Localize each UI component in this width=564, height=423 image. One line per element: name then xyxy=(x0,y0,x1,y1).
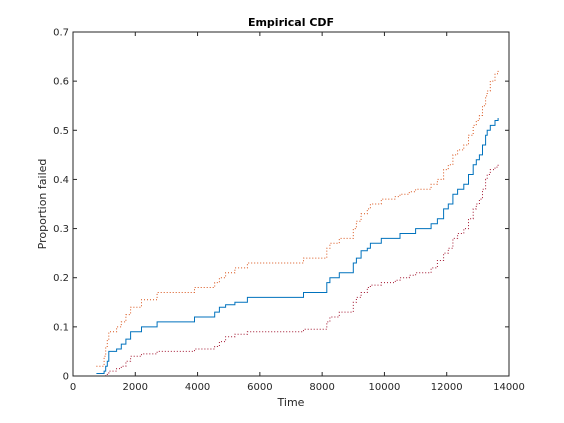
x-tick-label: 8000 xyxy=(309,382,334,393)
x-tick-label: 10000 xyxy=(369,382,401,393)
axis-ticks: 0 2000 4000 6000 8000 10000 12000 14000 0 0.1 0.2 0… xyxy=(53,28,525,394)
y-tick-label: 0.2 xyxy=(53,273,69,284)
y-tick-label: 0.5 xyxy=(53,126,69,137)
y-axis-label: Proportion failed xyxy=(36,159,49,250)
x-tick-label: 4000 xyxy=(185,382,210,393)
y-tick-label: 0.1 xyxy=(53,322,69,333)
y-tick-label: 0.7 xyxy=(53,28,69,39)
x-tick-label: 0 xyxy=(70,382,76,393)
x-tick-label: 14000 xyxy=(493,382,525,393)
chart-title: Empirical CDF xyxy=(248,16,334,29)
x-axis-label: Time xyxy=(277,396,305,409)
y-tick-label: 0 xyxy=(63,372,69,383)
y-tick-label: 0.6 xyxy=(53,77,69,88)
x-tick-label: 6000 xyxy=(247,382,272,393)
ecdf-step-line xyxy=(96,118,499,374)
x-tick-label: 12000 xyxy=(431,382,463,393)
y-tick-label: 0.3 xyxy=(53,224,69,235)
upper-confidence-bound xyxy=(96,68,499,367)
x-tick-label: 2000 xyxy=(123,382,148,393)
y-tick-label: 0.4 xyxy=(53,175,69,186)
plot-area xyxy=(96,68,499,377)
axes-box xyxy=(72,31,510,377)
